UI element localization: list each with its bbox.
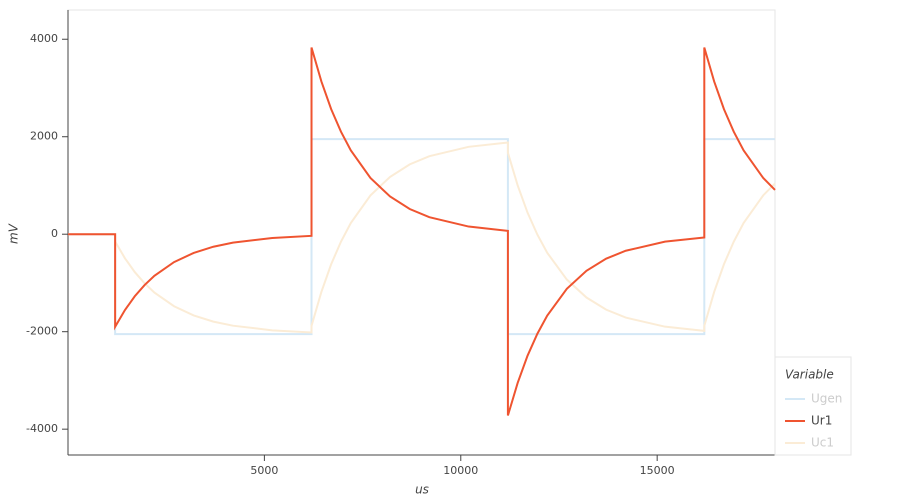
y-tick-label: 2000 xyxy=(30,130,58,143)
x-tick-label: 5000 xyxy=(250,464,278,477)
legend-box xyxy=(774,356,852,456)
legend: Variable Ugen Ur1 Uc1 xyxy=(774,356,852,456)
y-tick-label: -2000 xyxy=(26,325,58,338)
y-tick-label: -4000 xyxy=(26,422,58,435)
line-series xyxy=(68,141,776,334)
y-tick-label: 0 xyxy=(51,227,58,240)
legend-title: Variable xyxy=(785,368,834,382)
y-axis-label: mV xyxy=(7,223,21,244)
legend-label: Ugen xyxy=(811,392,842,406)
legend-label: Uc1 xyxy=(811,436,834,450)
x-axis-label: us xyxy=(415,483,429,497)
line-series xyxy=(68,47,776,416)
x-tick-label: 15000 xyxy=(640,464,675,477)
y-tick-label: 4000 xyxy=(30,32,58,45)
plot-frame xyxy=(67,9,776,456)
line-series xyxy=(68,138,775,336)
x-tick-label: 10000 xyxy=(443,464,478,477)
legend-label: Ur1 xyxy=(811,414,832,428)
